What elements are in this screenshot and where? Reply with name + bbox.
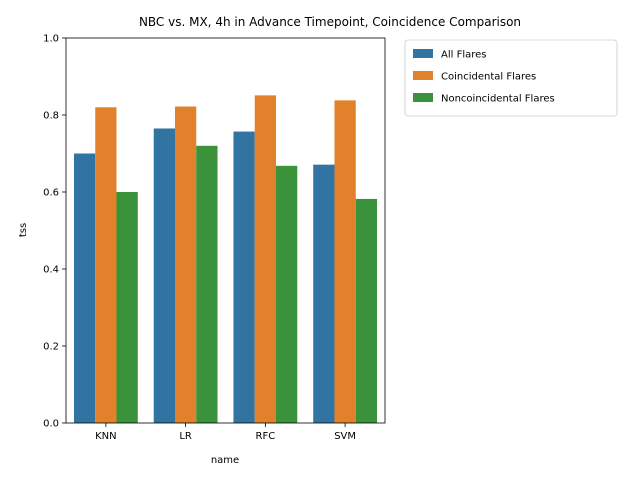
bar-rfc-1 [233, 131, 255, 423]
x-tick-label: RFC [256, 431, 276, 442]
legend-box [404, 39, 618, 117]
legend-swatch [413, 71, 433, 80]
legend-swatch [413, 49, 433, 58]
x-tick-label: KNN [95, 431, 117, 442]
legend-label: All Flares [441, 50, 487, 61]
bar-rfc-3 [276, 165, 298, 423]
x-axis-label: name [211, 455, 239, 466]
x-tick-label: SVM [334, 431, 356, 442]
bar-lr-3 [196, 145, 218, 424]
bar-rfc-2 [254, 95, 277, 424]
y-tick-label: 1.0 [43, 34, 59, 45]
chart-title: NBC vs. MX, 4h in Advance Timepoint, Coi… [139, 15, 521, 29]
bar-knn-2 [95, 107, 117, 424]
legend-swatch [413, 93, 433, 102]
x-tick-label: LR [179, 431, 192, 442]
bar-svm-2 [334, 100, 356, 424]
legend: All Flares Coincidental Flares Noncoincide… [404, 39, 618, 117]
y-tick-label: 0.2 [43, 342, 59, 353]
bar-knn-3 [116, 192, 138, 423]
y-tick-label: 0.8 [43, 111, 59, 122]
bar-lr-2 [174, 106, 197, 423]
bar-svm-1 [313, 164, 335, 424]
legend-label: Coincidental Flares [441, 72, 536, 83]
legend-label: Noncoincidental Flares [441, 94, 555, 105]
bar-svm-3 [355, 198, 378, 423]
bar-lr-1 [153, 128, 175, 423]
y-tick-label: 0.4 [43, 265, 59, 276]
bar-knn-1 [73, 153, 96, 423]
y-tick-label: 0.6 [43, 188, 59, 199]
x-axis-ticks: KNN LR RFC SVM [95, 423, 356, 442]
plot-frame [65, 37, 386, 424]
y-tick-label: 0.0 [43, 419, 59, 430]
bar-series-group [73, 95, 378, 424]
y-axis-ticks: 0.0 0.2 0.4 0.6 0.8 1.0 [43, 34, 66, 430]
y-axis-label: tss [18, 223, 29, 237]
